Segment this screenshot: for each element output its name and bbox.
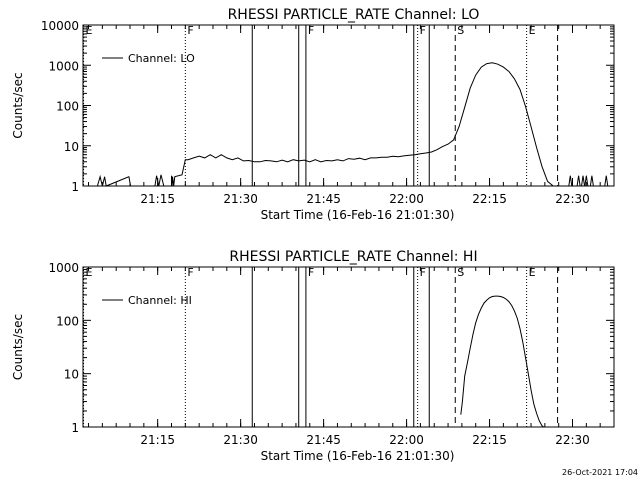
x-tick-label: 21:30 [223, 433, 258, 447]
event-marker-label: E [529, 24, 536, 37]
event-marker-label: F [187, 24, 193, 37]
y-tick-label: 100 [56, 100, 79, 114]
event-marker-label: F [420, 266, 426, 279]
x-tick-label: 21:15 [140, 433, 175, 447]
x-tick-label: 22:15 [472, 433, 507, 447]
x-tick-label: 21:45 [306, 433, 341, 447]
data-spike [581, 175, 586, 187]
chart-title: RHESSI PARTICLE_RATE Channel: HI [229, 249, 477, 265]
event-marker-label: F [308, 24, 314, 37]
data-spike [604, 175, 609, 187]
y-tick-label: 1 [71, 180, 79, 194]
footer-timestamp: 26-Oct-2021 17:04 [562, 468, 638, 477]
x-tick-label: 22:00 [389, 192, 424, 206]
y-tick-label: 10 [64, 140, 79, 154]
legend-label: Channel: LO [128, 52, 195, 65]
y-tick-label: 10 [64, 368, 79, 382]
data-series-line [460, 295, 545, 428]
data-spike [576, 175, 581, 187]
event-marker-label: F [187, 266, 193, 279]
x-tick-label: 21:30 [223, 192, 258, 206]
chart-panels: RHESSI PARTICLE_RATE Channel: LO Counts/s… [11, 7, 615, 463]
y-tick-label: 1 [71, 421, 79, 435]
event-marker-label: E [86, 24, 93, 37]
chart-panel-2: RHESSI PARTICLE_RATE Channel: HI Counts/s… [11, 249, 615, 463]
legend-label: Channel: HI [128, 294, 192, 307]
chart-title: RHESSI PARTICLE_RATE Channel: LO [228, 7, 480, 23]
event-marker-label: E [86, 266, 93, 279]
data-series-line [96, 62, 565, 187]
x-tick-label: 22:00 [389, 433, 424, 447]
x-axis-label: Start Time (16-Feb-16 21:01:30) [261, 208, 455, 222]
y-axis-label: Counts/sec [11, 72, 25, 138]
x-tick-label: 22:30 [555, 433, 590, 447]
event-marker-label: E [529, 266, 536, 279]
event-marker-label: S [457, 24, 464, 37]
chart-panel-1: RHESSI PARTICLE_RATE Channel: LO Counts/s… [11, 7, 615, 222]
y-tick-label: 10000 [41, 19, 79, 33]
x-tick-label: 22:15 [472, 192, 507, 206]
y-tick-label: 1000 [48, 59, 79, 73]
data-spike [568, 175, 573, 187]
event-marker-label: F [308, 266, 314, 279]
plot-frame [82, 266, 615, 428]
event-marker-label: S [457, 266, 464, 279]
event-marker-label: F [420, 24, 426, 37]
x-tick-label: 21:15 [140, 192, 175, 206]
data-spike [589, 175, 594, 187]
y-tick-label: 1000 [48, 261, 79, 275]
y-tick-label: 100 [56, 314, 79, 328]
x-tick-label: 21:45 [306, 192, 341, 206]
x-axis-label: Start Time (16-Feb-16 21:01:30) [261, 449, 455, 463]
data-spike [584, 175, 589, 187]
x-tick-label: 22:30 [555, 192, 590, 206]
y-axis-label: Counts/sec [11, 314, 25, 380]
